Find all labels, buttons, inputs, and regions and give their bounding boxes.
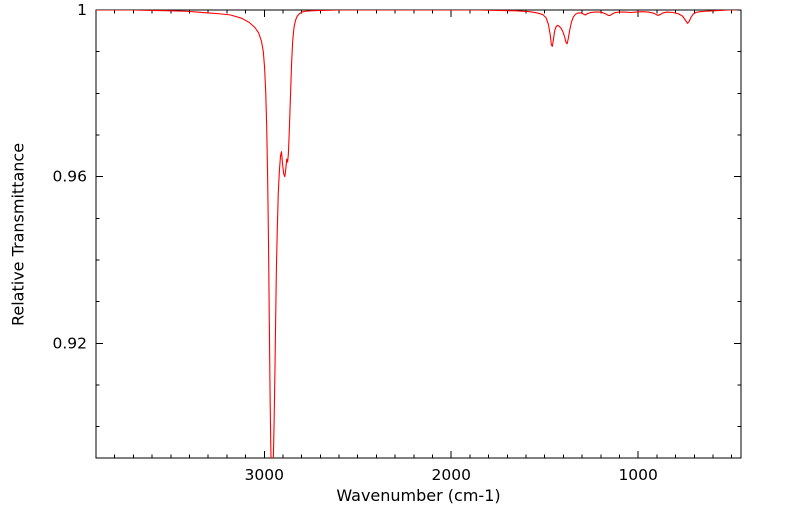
svg-text:3000: 3000 xyxy=(245,466,284,484)
svg-text:1000: 1000 xyxy=(618,466,657,484)
x-axis-title: Wavenumber (cm-1) xyxy=(336,486,501,505)
svg-text:0.96: 0.96 xyxy=(52,168,87,186)
svg-text:1: 1 xyxy=(77,1,87,19)
y-axis-title: Relative Transmittance xyxy=(8,142,28,326)
svg-text:0.92: 0.92 xyxy=(52,334,87,352)
svg-text:2000: 2000 xyxy=(431,466,470,484)
